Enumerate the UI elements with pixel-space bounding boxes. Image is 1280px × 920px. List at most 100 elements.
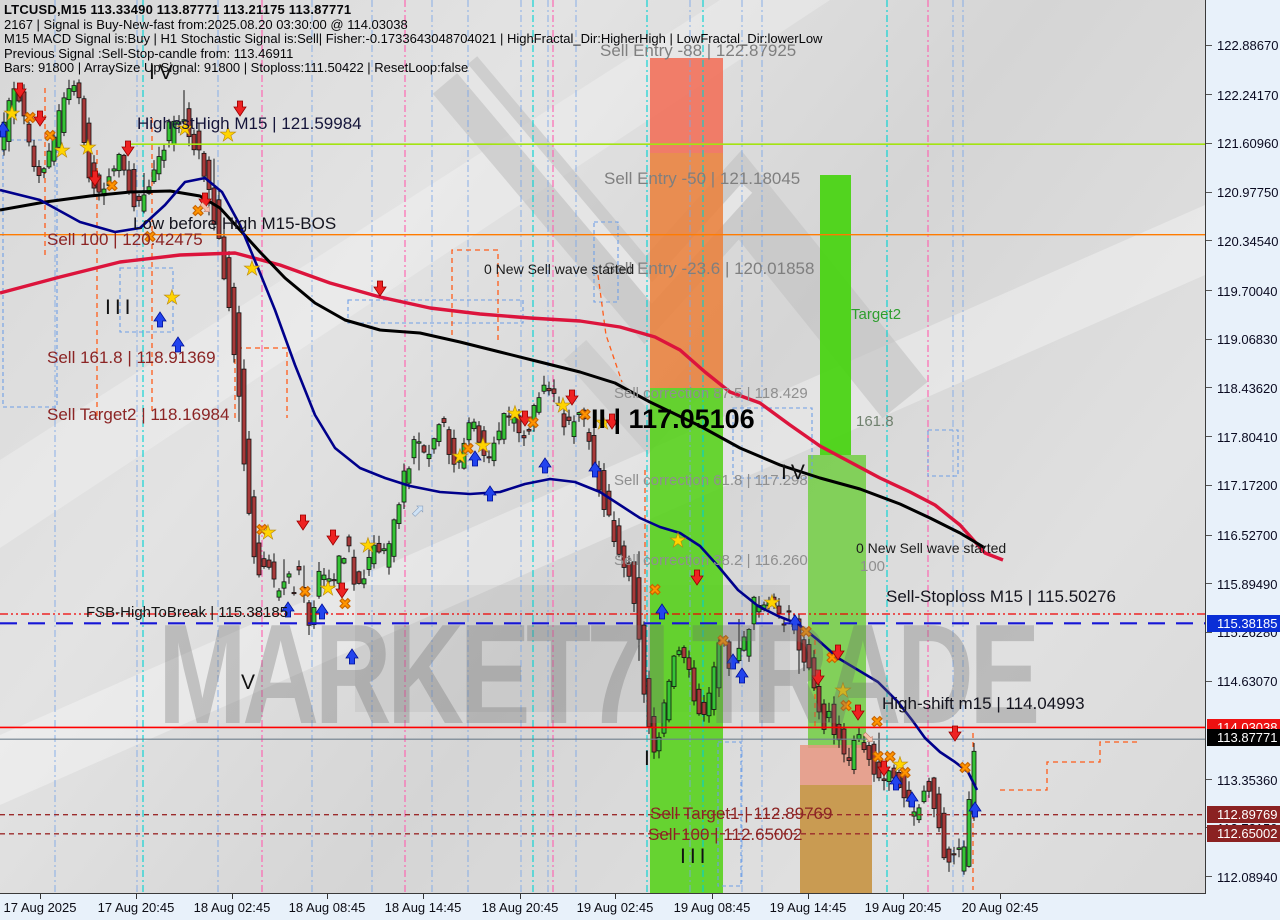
label-sell-100-top: Sell 100 | 120.42475 — [47, 230, 203, 249]
buy-arrow-icon — [0, 121, 10, 138]
label-correction-382: Sell correction 38.2 | 116.260 — [614, 552, 808, 569]
chart-area[interactable]: ★ ✖ ✖ ★ ★ ✖ ✖ ★ ★ ✖ ★ ★ ⬊ ✖ ★ ✖ ★ ✖ ★ ⬈ ★ ✖ ★ ★ ✖ ★ ✖ ★ ✖ ★ ✖ ★ ✖ ✖ ★ ✖ ✖ ⬊ ✖ ✖… — [0, 0, 1206, 894]
time-tick-mark — [808, 894, 809, 899]
time-tick-mark — [520, 894, 521, 899]
buy-arrow-icon — [345, 648, 359, 665]
x-marker-icon: ✖ — [192, 203, 205, 220]
time-tick-mark — [1000, 894, 1001, 899]
star-marker-icon: ★ — [594, 412, 612, 434]
time-axis[interactable]: 17 Aug 2025 17 Aug 20:45 18 Aug 02:45 18 Au… — [0, 894, 1280, 920]
label-sell-entry-88: Sell Entry -88 | 122.87925 — [600, 41, 797, 60]
star-marker-icon: ★ — [176, 118, 194, 140]
ma-navy — [0, 176, 979, 791]
hollow-se-arrow-icon: ⬊ — [862, 729, 875, 746]
time-tick-mark — [232, 894, 233, 899]
label-correction-875: Sell correction 87.5 | 118.429 — [614, 385, 808, 402]
time-tick-label: 18 Aug 20:45 — [481, 900, 559, 915]
buy-arrow-icon — [153, 311, 167, 328]
price-tick-mark — [1206, 779, 1212, 781]
label-highest-high: HighestHigh M15 | 121.59984 — [137, 114, 362, 133]
price-tick-label: 113.35360 — [1217, 772, 1278, 788]
buy-arrow-icon — [483, 485, 497, 502]
watermark-text: MARKET7I TRADE — [158, 595, 1040, 754]
label-new-sell-wave-2: 0 New Sell wave started — [856, 540, 1007, 556]
hollow-se-arrow-icon: ⬊ — [199, 199, 212, 216]
label-100: 100 — [860, 558, 886, 575]
channel-fragment — [234, 347, 288, 418]
label-low-before-high: Low before High M15-BOS — [133, 214, 337, 233]
label-sell-target1: Sell Target1 | 112.89769 — [650, 804, 833, 823]
star-marker-icon: ★ — [319, 578, 337, 600]
x-marker-icon: ✖ — [649, 582, 662, 599]
indicators-line: M15 MACD Signal is:Buy | H1 Stochastic S… — [4, 31, 823, 46]
label-roman-ii-price: II | 117.05106 — [591, 404, 755, 434]
price-axis[interactable]: 122.88670 122.24170 121.60960 120.97750 120.… — [1206, 0, 1280, 893]
price-tick-label: 119.06830 — [1217, 332, 1278, 348]
time-tick-label: 18 Aug 02:45 — [193, 900, 271, 915]
buy-arrow-icon — [735, 667, 749, 684]
price-tick-label: 121.60960 — [1217, 136, 1279, 152]
time-tick-mark — [712, 894, 713, 899]
x-marker-icon: ✖ — [256, 522, 269, 539]
label-sell-target2: Sell Target2 | 118.16984 — [47, 405, 230, 424]
label-sell-1618: Sell 161.8 | 118.91369 — [47, 348, 216, 367]
consolidation-box — [927, 429, 959, 477]
sell-arrow-icon — [851, 704, 865, 721]
moving-averages — [0, 176, 1004, 791]
sell-arrow-icon — [198, 192, 212, 209]
label-sell-entry-50: Sell Entry -50 | 121.18045 — [604, 169, 801, 188]
buy-arrow-icon — [171, 336, 185, 353]
consolidation-box — [347, 299, 524, 324]
price-badge: 112.89769 — [1207, 806, 1280, 824]
zone-target-zone-green — [650, 388, 723, 893]
sell-arrow-icon — [33, 110, 47, 127]
time-tick-label: 19 Aug 02:45 — [576, 900, 654, 915]
previous-signal-line: Previous Signal :Sell-Stop-candle from: … — [4, 45, 294, 61]
x-marker-icon: ✖ — [959, 760, 972, 777]
star-marker-icon: ★ — [891, 754, 909, 776]
star-marker-icon: ★ — [834, 680, 852, 702]
price-tick-mark — [1206, 142, 1212, 144]
sell-arrow-icon — [605, 413, 619, 430]
price-tick-mark — [1206, 44, 1212, 46]
x-marker-icon: ✖ — [299, 584, 312, 601]
label-fsb-high-to-break: FSB-HighToBreak | 115.38185 — [86, 604, 289, 621]
sell-arrow-icon — [296, 514, 310, 531]
sell-arrow-icon — [373, 280, 387, 297]
x-marker-icon: ✖ — [800, 624, 813, 641]
label-roman-iv-mid: IV — [781, 461, 809, 484]
time-tick-mark — [327, 894, 328, 899]
bars-line: Bars: 91800 | ArraySize UpSignal: 91800 … — [4, 60, 469, 75]
channel-fragment — [451, 249, 499, 340]
zone-target2-bar-green — [820, 175, 851, 455]
label-sell-stoploss: Sell-Stoploss M15 | 115.50276 — [886, 587, 1116, 606]
consolidation-box — [593, 221, 619, 303]
label-roman-iii-left: III — [105, 296, 135, 319]
label-roman-i: I — [644, 747, 654, 770]
consolidation-box — [119, 267, 174, 333]
hollow-ne-arrow-icon: ⬈ — [411, 501, 425, 520]
star-marker-icon: ★ — [79, 137, 97, 159]
time-tick-label: 18 Aug 14:45 — [384, 900, 462, 915]
signal-markers: ★ ✖✖★ ★✖✖★★✖★★⬊✖★✖ ★✖★⬈★✖ ★★ ✖★ ✖ ★✖★✖★✖✖★✖✖⬊✖ ✖… — [0, 82, 982, 818]
x-marker-icon: ✖ — [899, 765, 912, 782]
label-new-sell-wave-1: 0 New Sell wave started — [484, 261, 635, 277]
label-sell-entry-236: Sell Entry -23.6 | 120.01858 — [604, 259, 815, 278]
time-tick-label: 17 Aug 20:45 — [97, 900, 175, 915]
buy-arrow-icon — [726, 653, 740, 670]
price-badge: 115.38185 — [1207, 614, 1280, 632]
price-tick-mark — [1206, 680, 1212, 682]
zone-entry-zone-orange — [650, 153, 723, 388]
price-tick-mark — [1206, 387, 1212, 389]
buy-arrow-icon — [968, 801, 982, 818]
buy-arrow-icon — [588, 461, 602, 478]
price-tick-label: 114.63070 — [1217, 674, 1278, 690]
star-marker-icon: ★ — [554, 395, 572, 417]
sell-arrow-icon — [811, 669, 825, 686]
star-marker-icon: ★ — [763, 592, 781, 614]
buy-arrow-icon — [788, 614, 802, 631]
label-sell-100-bottom: Sell 100 | 112.65002 — [648, 825, 803, 844]
time-tick-mark — [40, 894, 41, 899]
chart-canvas[interactable]: ★ ✖✖★ ★✖✖★★✖★★⬊✖★✖ ★✖★⬈★✖ ★★ ✖★ ✖ ★✖★✖★✖✖★✖✖⬊✖ ✖… — [0, 0, 1205, 893]
